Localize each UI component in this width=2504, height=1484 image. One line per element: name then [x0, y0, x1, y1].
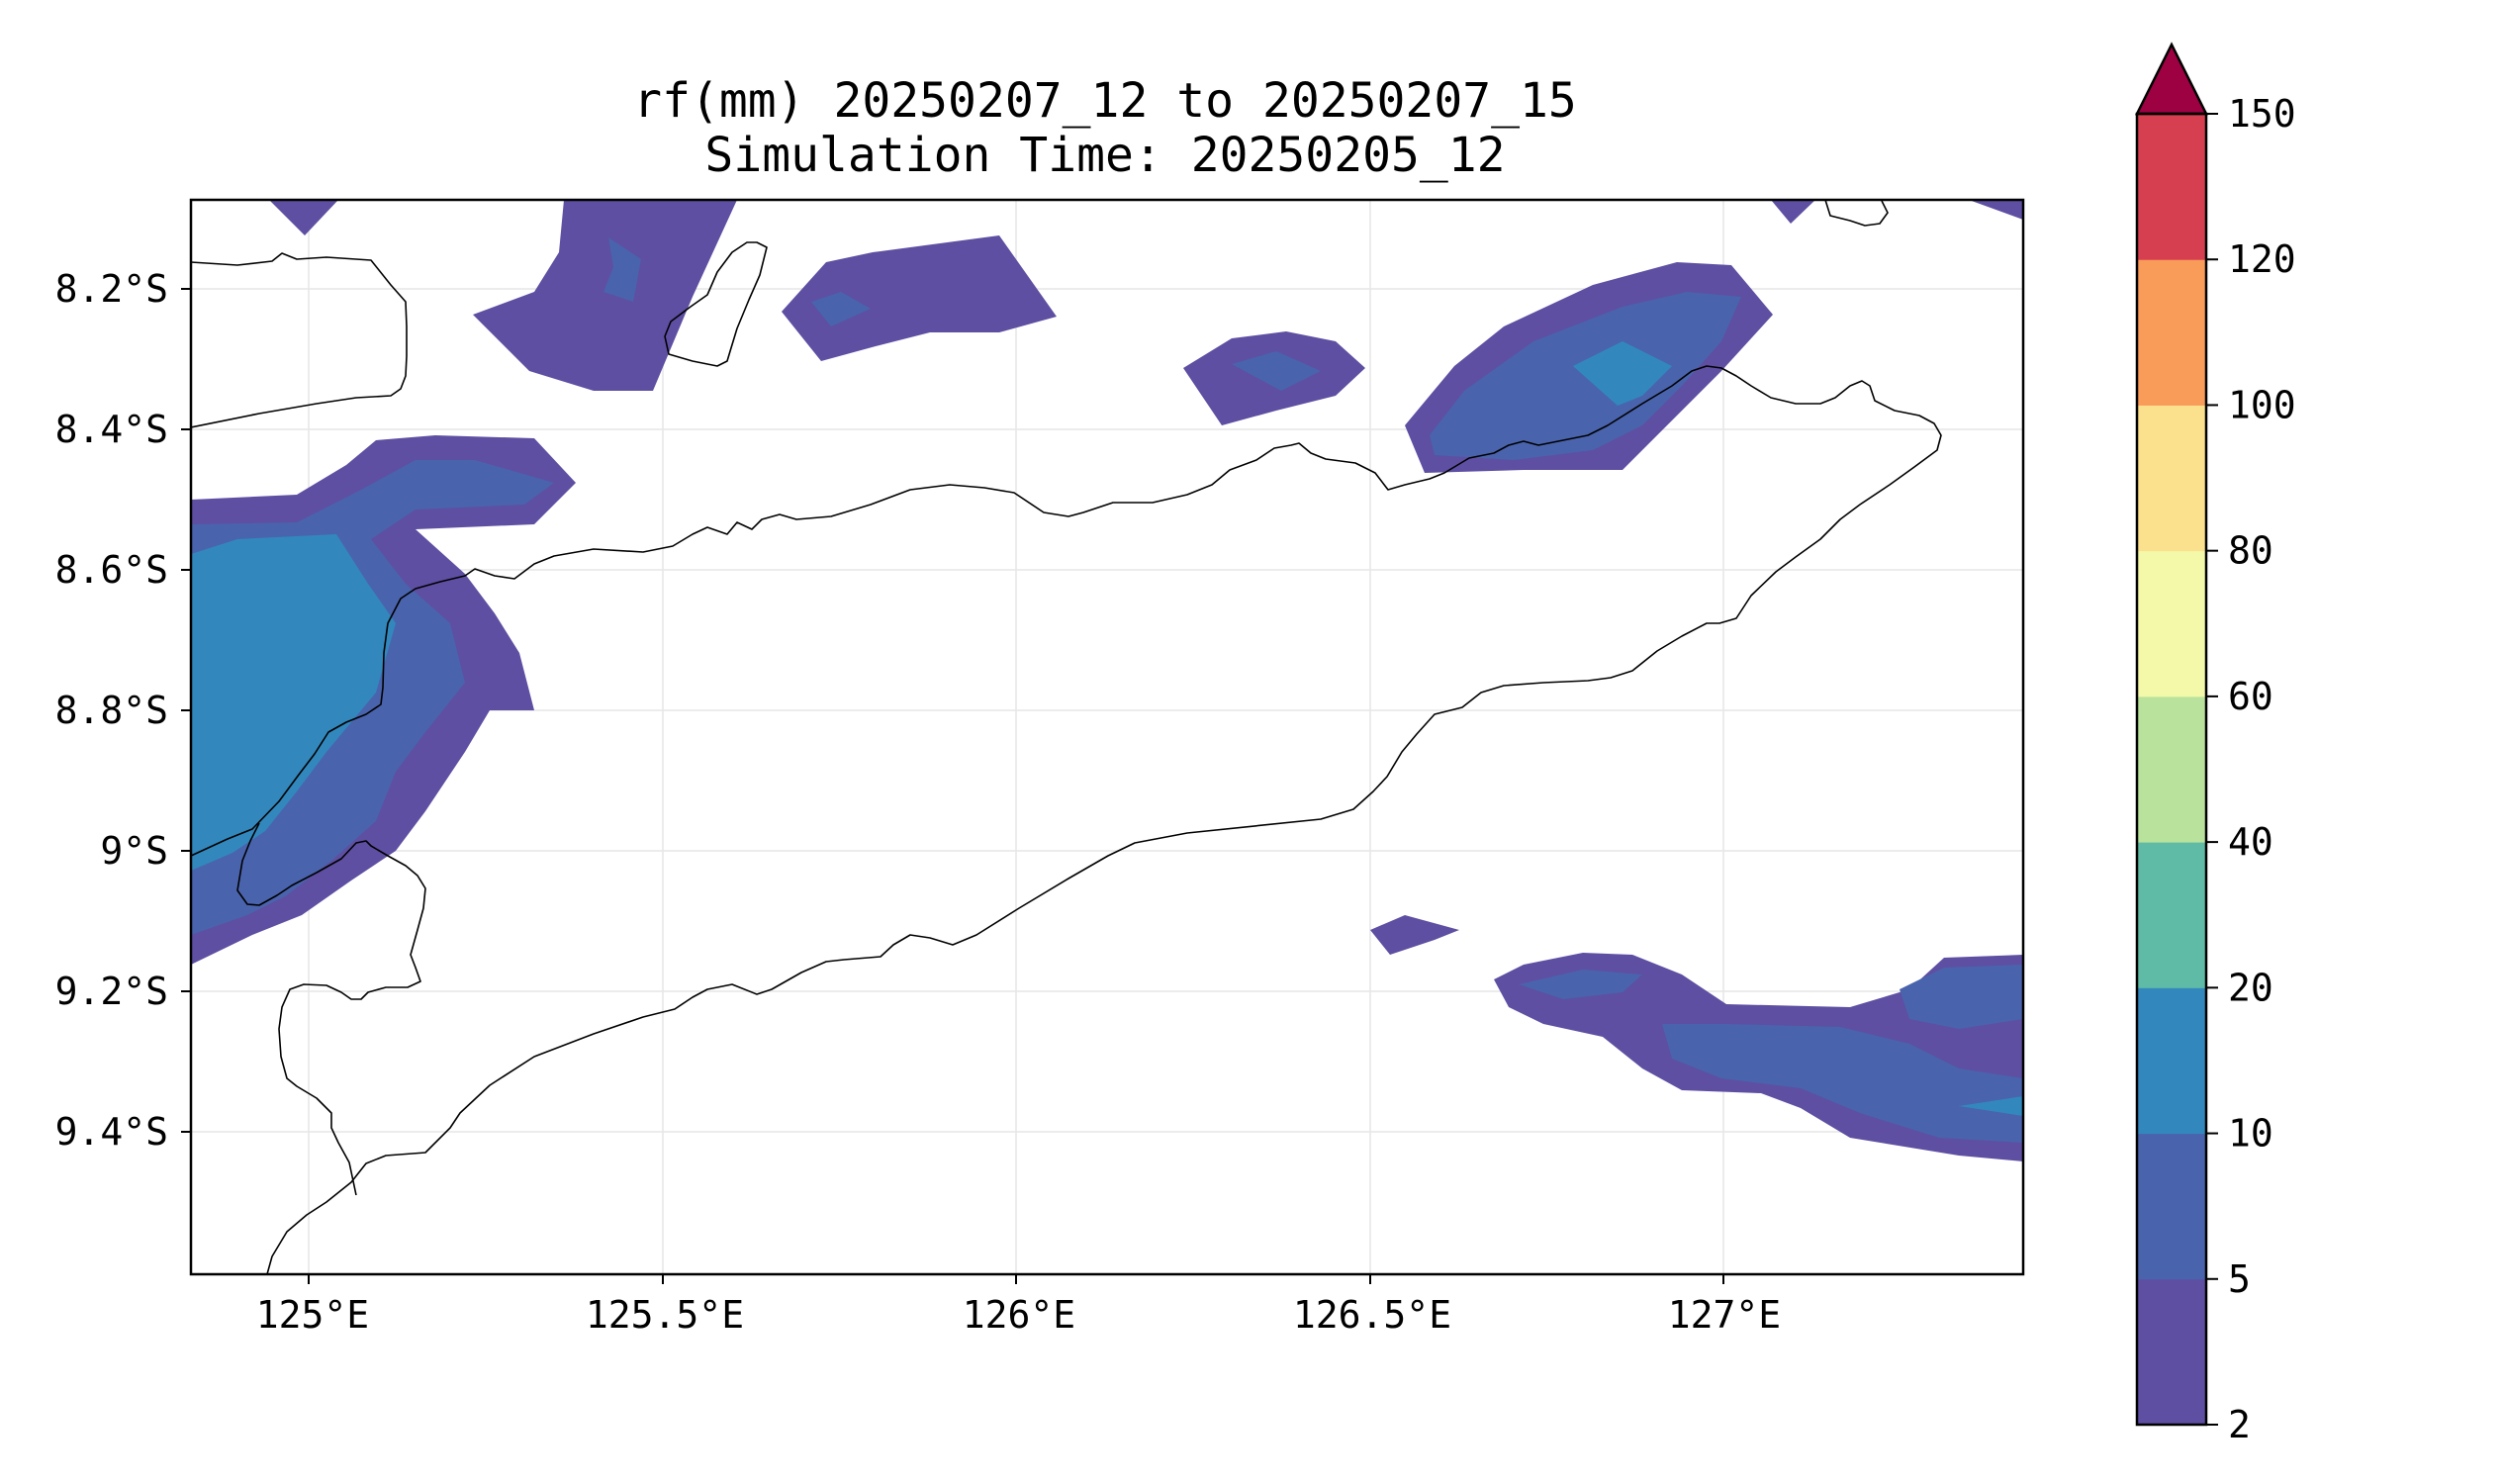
colorbar-tick-label: 5 — [2228, 1257, 2251, 1301]
map-plot-area — [189, 198, 2025, 1276]
lat-tick-label: 9°S — [100, 829, 168, 873]
lon-axis: 125°E 125.5°E 126°E 126.5°E 127°E — [256, 1274, 1781, 1337]
lat-tick-label: 9.4°S — [55, 1110, 168, 1154]
colorbar-band — [2137, 114, 2206, 260]
colorbar-band — [2137, 1278, 2206, 1426]
colorbar-tick-label: 20 — [2228, 966, 2273, 1009]
lon-tick-label: 126°E — [963, 1293, 1075, 1337]
lat-tick-label: 9.2°S — [55, 970, 168, 1013]
lon-tick-label: 127°E — [1668, 1293, 1781, 1337]
lon-tick-label: 126.5°E — [1293, 1293, 1451, 1337]
colorbar-band — [2137, 987, 2206, 1135]
colorbar-extend-arrow — [2134, 42, 2209, 116]
colorbar-band — [2137, 405, 2206, 552]
lat-tick-label: 8.4°S — [55, 408, 168, 451]
colorbar-band — [2137, 550, 2206, 697]
colorbar-tick-label: 80 — [2228, 529, 2273, 573]
lat-tick-label: 8.6°S — [55, 548, 168, 592]
colorbar-band — [2137, 1133, 2206, 1280]
lat-axis: 8.2°S 8.4°S 8.6°S 8.8°S 9°S 9.2°S 9.4°S — [55, 267, 191, 1154]
coastlines — [191, 200, 1942, 1274]
map-frame — [189, 198, 2025, 1276]
colorbar-tick-label: 60 — [2228, 675, 2273, 718]
colorbar-tick-label: 150 — [2228, 92, 2296, 136]
lat-tick-label: 8.8°S — [55, 689, 168, 732]
colorbar-band — [2137, 259, 2206, 406]
lon-tick-label: 125.5°E — [586, 1293, 744, 1337]
lat-tick-label: 8.2°S — [55, 267, 168, 311]
colorbar-tick-label: 100 — [2228, 383, 2296, 426]
map-background — [191, 200, 2023, 1274]
colorbar-frame — [2135, 112, 2208, 1427]
colorbar-band — [2137, 696, 2206, 843]
colorbar-tick-label: 10 — [2228, 1112, 2273, 1156]
colorbar-tick-label: 2 — [2228, 1403, 2251, 1446]
lon-tick-label: 125°E — [256, 1293, 369, 1337]
colorbar: 2 5 10 20 40 60 80 100 120 150 — [2134, 42, 2296, 1446]
colorbar-tick-label: 40 — [2228, 820, 2273, 864]
colorbar-band — [2137, 842, 2206, 988]
rain-contour-10-20mm — [191, 341, 2023, 1116]
map-title-line2: Simulation Time: 20250205_12 — [704, 128, 1505, 183]
map-title-line1: rf(mm) 20250207_12 to 20250207_15 — [633, 73, 1577, 129]
colorbar-tick-label: 120 — [2228, 237, 2296, 281]
